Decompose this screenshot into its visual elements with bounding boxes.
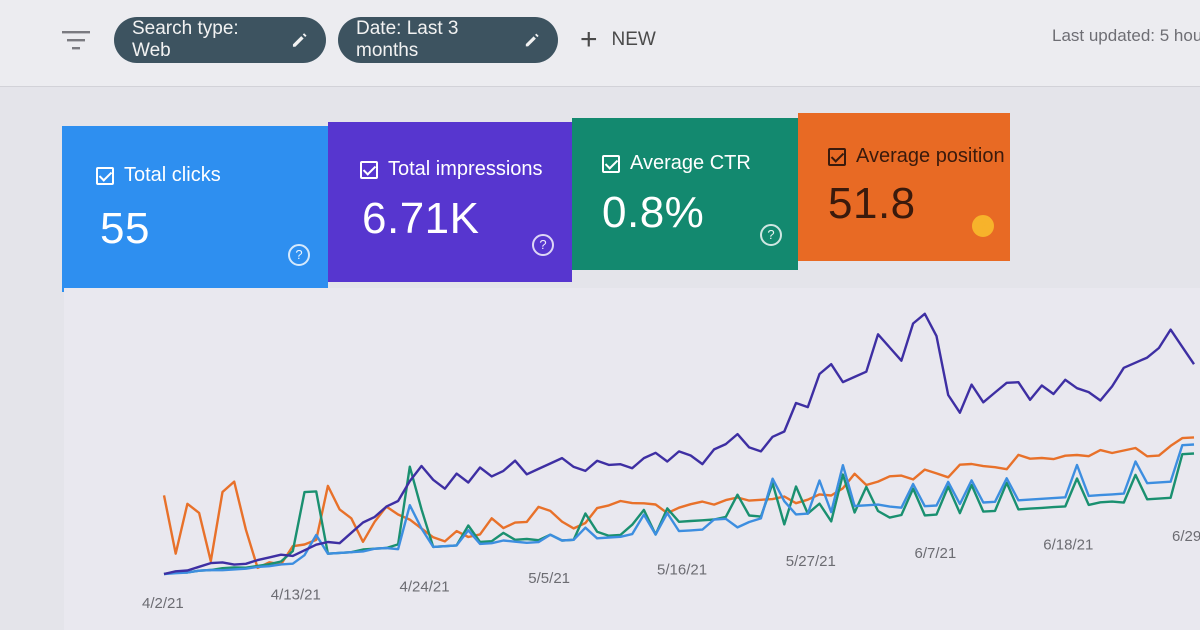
x-tick-label: 6/7/21	[915, 545, 957, 562]
series-line-1	[163, 452, 1195, 576]
x-tick-label: 4/24/21	[400, 578, 450, 595]
pencil-icon[interactable]	[524, 31, 540, 49]
x-tick-label: 5/16/21	[657, 562, 707, 579]
x-tick-label: 4/2/21	[142, 595, 184, 612]
series-line-3	[163, 312, 1195, 576]
checkbox-checked-icon[interactable]	[602, 154, 620, 173]
help-icon[interactable]: ?	[288, 244, 310, 266]
average-ctr-value: 0.8%	[602, 188, 705, 237]
search-type-chip-label: Search type: Web	[132, 18, 239, 61]
new-filter-label: NEW	[611, 29, 656, 50]
x-tick-label: 6/29/21	[1172, 528, 1200, 545]
checkbox-checked-icon[interactable]	[96, 166, 114, 185]
total-clicks-toggle[interactable]: Total clicks	[96, 164, 221, 187]
help-icon[interactable]: ?	[760, 224, 782, 246]
x-tick-label: 4/13/21	[271, 587, 321, 604]
total-clicks-card[interactable]: Total clicks 55 ?	[62, 126, 328, 292]
filter-list-icon[interactable]	[60, 28, 92, 52]
checkbox-checked-icon[interactable]	[360, 160, 378, 179]
total-impressions-toggle[interactable]: Total impressions	[360, 158, 543, 181]
total-impressions-value: 6.71K	[362, 194, 480, 243]
x-tick-label: 5/27/21	[786, 553, 836, 570]
total-impressions-card[interactable]: Total impressions 6.71K ?	[328, 122, 572, 282]
checkbox-checked-icon[interactable]	[828, 147, 846, 166]
average-position-card[interactable]: Average position 51.8 ?	[798, 113, 1010, 261]
x-tick-label: 6/18/21	[1043, 536, 1093, 553]
date-range-chip[interactable]: Date: Last 3 months	[338, 17, 558, 63]
date-range-chip-label: Date: Last 3 months	[356, 18, 459, 61]
header-toolbar: Search type: Web Date: Last 3 months + N…	[0, 0, 1200, 87]
average-position-toggle[interactable]: Average position	[828, 145, 1005, 168]
average-position-value: 51.8	[828, 179, 916, 228]
total-clicks-label: Total clicks	[124, 164, 221, 186]
performance-chart: 4/2/21 4/13/21 4/24/21 5/5/21 5/16/21 5/27/21…	[64, 288, 1200, 630]
average-ctr-card[interactable]: Average CTR 0.8% ?	[572, 118, 798, 270]
total-clicks-value: 55	[100, 204, 150, 253]
average-position-label: Average position	[856, 145, 1005, 167]
last-updated-text: Last updated: 5 hours	[1052, 26, 1200, 45]
series-line-0	[162, 436, 1195, 570]
series-line-2	[163, 443, 1195, 576]
average-ctr-toggle[interactable]: Average CTR	[602, 152, 751, 175]
new-filter-button[interactable]: + NEW	[580, 22, 656, 58]
help-icon[interactable]: ?	[972, 215, 994, 237]
total-impressions-label: Total impressions	[388, 158, 543, 180]
help-icon[interactable]: ?	[532, 234, 554, 256]
average-ctr-label: Average CTR	[630, 152, 751, 174]
line-chart: 4/2/21 4/13/21 4/24/21 5/5/21 5/16/21 5/27/21…	[142, 312, 1200, 612]
plus-icon: +	[580, 23, 598, 56]
pencil-icon[interactable]	[291, 31, 309, 49]
search-type-chip[interactable]: Search type: Web	[114, 17, 326, 63]
x-tick-label: 5/5/21	[528, 570, 570, 587]
